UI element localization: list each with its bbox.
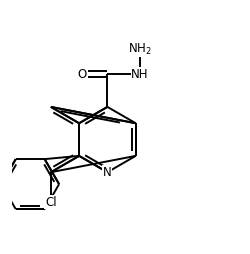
Text: NH$_2$: NH$_2$ [128, 42, 152, 57]
Text: O: O [78, 68, 87, 81]
Text: Cl: Cl [45, 196, 57, 209]
Text: NH: NH [131, 68, 149, 81]
Text: N: N [103, 166, 112, 179]
